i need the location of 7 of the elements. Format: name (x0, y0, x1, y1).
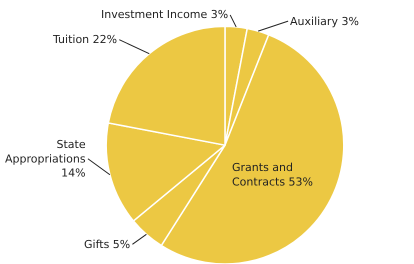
slice-label: Grants and Contracts 53% (232, 161, 313, 188)
slice-label: Tuition 22% (52, 33, 118, 46)
slice-label: State Appropriations (5, 138, 86, 166)
slice-label: Auxiliary 3% (290, 15, 359, 28)
slice-label: Gifts 5% (84, 238, 130, 251)
slice-label: Investment Income 3% (101, 8, 228, 21)
data-label: 14% (61, 166, 86, 180)
